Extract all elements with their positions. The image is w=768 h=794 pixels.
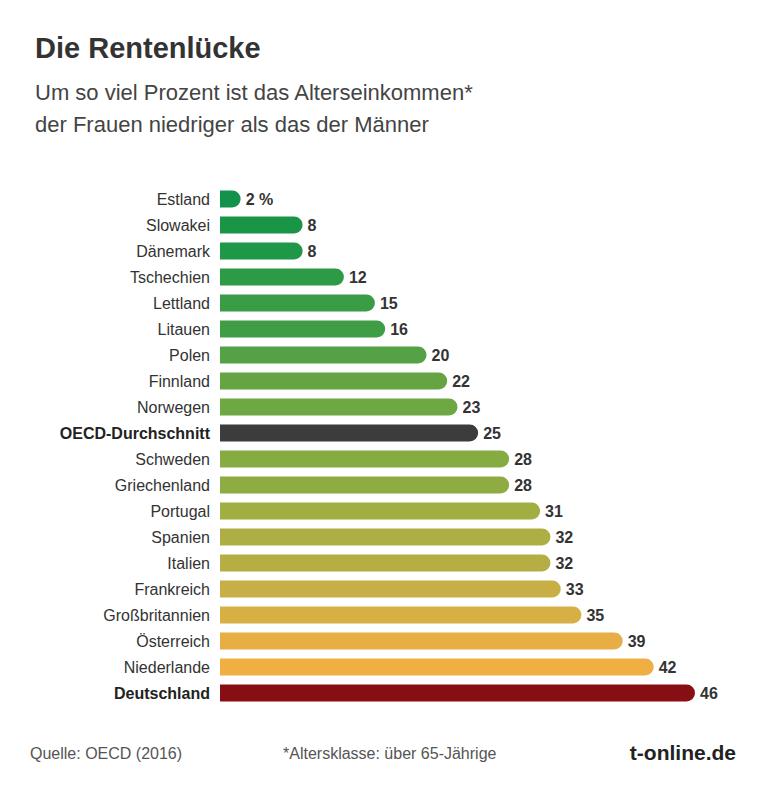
svg-text:Griechenland: Griechenland: [115, 477, 210, 494]
svg-text:31: 31: [545, 503, 563, 520]
svg-text:Lettland: Lettland: [153, 295, 210, 312]
svg-text:2 %: 2 %: [246, 191, 274, 208]
svg-text:Estland: Estland: [157, 191, 210, 208]
svg-text:Tschechien: Tschechien: [130, 269, 210, 286]
svg-text:39: 39: [628, 633, 646, 650]
svg-text:28: 28: [514, 477, 532, 494]
svg-text:Finnland: Finnland: [149, 373, 210, 390]
svg-text:28: 28: [514, 451, 532, 468]
svg-text:Portugal: Portugal: [150, 503, 210, 520]
svg-text:16: 16: [390, 321, 408, 338]
svg-text:Slowakei: Slowakei: [146, 217, 210, 234]
svg-text:*Altersklasse: über 65-Jährige: *Altersklasse: über 65-Jährige: [283, 745, 497, 762]
svg-text:Litauen: Litauen: [158, 321, 211, 338]
svg-text:8: 8: [308, 217, 317, 234]
svg-text:32: 32: [555, 555, 573, 572]
svg-text:Deutschland: Deutschland: [114, 685, 210, 702]
svg-text:Großbritannien: Großbritannien: [103, 607, 210, 624]
svg-text:t-online.de: t-online.de: [630, 741, 736, 764]
svg-text:20: 20: [432, 347, 450, 364]
svg-text:Schweden: Schweden: [135, 451, 210, 468]
svg-text:42: 42: [659, 659, 677, 676]
svg-text:32: 32: [555, 529, 573, 546]
svg-text:Niederlande: Niederlande: [124, 659, 210, 676]
svg-text:25: 25: [483, 425, 501, 442]
svg-text:Die Rentenlücke: Die Rentenlücke: [35, 32, 261, 64]
svg-text:OECD-Durchschnitt: OECD-Durchschnitt: [60, 425, 211, 442]
svg-text:Quelle: OECD (2016): Quelle: OECD (2016): [30, 745, 182, 762]
svg-text:der Frauen niedriger als das d: der Frauen niedriger als das der Männer: [35, 112, 429, 137]
svg-text:Österreich: Österreich: [136, 633, 210, 650]
svg-text:Um so viel Prozent ist das Alt: Um so viel Prozent ist das Alterseinkomm…: [35, 80, 473, 105]
svg-text:22: 22: [452, 373, 470, 390]
svg-text:23: 23: [463, 399, 481, 416]
svg-text:35: 35: [586, 607, 604, 624]
svg-text:Frankreich: Frankreich: [134, 581, 210, 598]
svg-text:Polen: Polen: [169, 347, 210, 364]
svg-text:46: 46: [700, 685, 718, 702]
svg-text:12: 12: [349, 269, 367, 286]
svg-text:33: 33: [566, 581, 584, 598]
svg-text:8: 8: [308, 243, 317, 260]
svg-text:Italien: Italien: [167, 555, 210, 572]
svg-text:Dänemark: Dänemark: [136, 243, 211, 260]
svg-text:Spanien: Spanien: [151, 529, 210, 546]
svg-text:15: 15: [380, 295, 398, 312]
svg-text:Norwegen: Norwegen: [137, 399, 210, 416]
